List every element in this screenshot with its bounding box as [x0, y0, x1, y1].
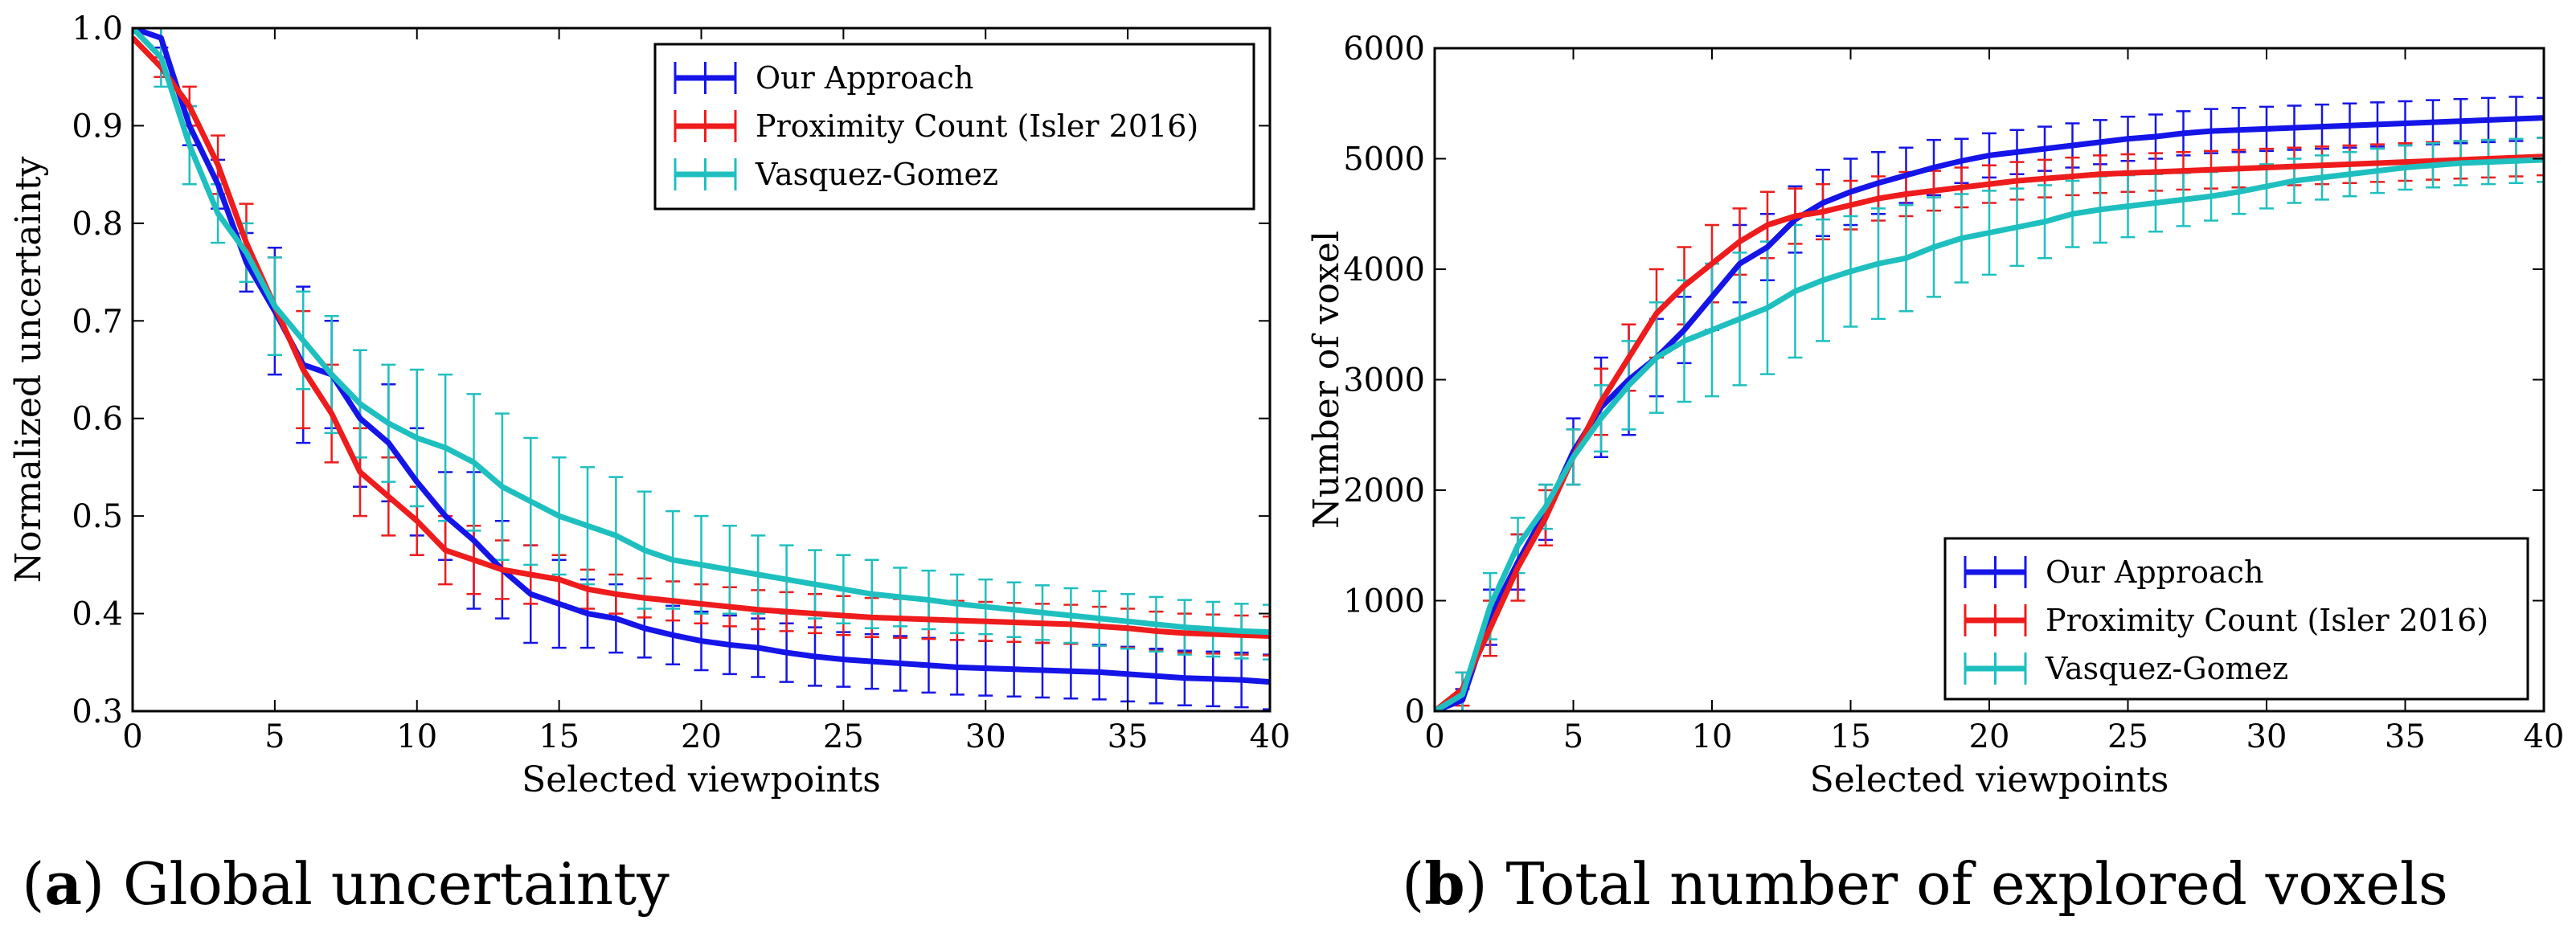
x-tick-label: 10 — [396, 718, 437, 755]
x-tick-label: 30 — [2246, 718, 2287, 755]
y-tick-label: 2000 — [1343, 472, 1425, 509]
y-tick-label: 6000 — [1343, 31, 1425, 68]
y-tick-label: 1.0 — [72, 10, 123, 47]
x-axis-label: Selected viewpoints — [522, 759, 881, 800]
x-tick-label: 30 — [965, 718, 1006, 755]
series-line-vasquez — [1435, 157, 2544, 711]
legend-label: Vasquez-Gomez — [2045, 651, 2288, 686]
y-tick-label: 0.6 — [72, 401, 123, 438]
series-line-vasquez — [133, 28, 1270, 636]
y-axis-label: Number of voxel — [1306, 231, 1347, 529]
legend-label: Vasquez-Gomez — [755, 157, 998, 192]
y-tick-label: 0.8 — [72, 206, 123, 243]
y-tick-label: 1000 — [1343, 583, 1425, 620]
legend-label: Our Approach — [2046, 554, 2263, 590]
series-line-our_approach — [1435, 115, 2544, 711]
y-tick-label: 0.7 — [72, 303, 123, 340]
x-tick-label: 40 — [2524, 718, 2565, 755]
x-tick-label: 40 — [1250, 718, 1291, 755]
x-tick-label: 35 — [2385, 718, 2426, 755]
caption-a-text: Global uncertainty — [104, 850, 670, 918]
chart-a-global-uncertainty: 0 5 10 15 20 25 30 35 40 0.3 0.4 0.5 0.6 0.7 0.8 0.9 1.0… — [8, 10, 1290, 800]
series-line-proximity — [1435, 153, 2544, 711]
x-tick-label: 15 — [539, 718, 579, 755]
plot-area — [133, 28, 1270, 710]
caption-a-letter: a — [44, 849, 82, 918]
series-line-our_approach — [133, 28, 1270, 685]
y-tick-label: 3000 — [1343, 362, 1425, 399]
legend-label: Our Approach — [756, 60, 973, 96]
x-tick-label: 15 — [1830, 718, 1871, 755]
plot-area — [1435, 96, 2544, 711]
caption-b-letter: b — [1424, 849, 1464, 918]
legend: Our Approach Proximity Count (Isler 2016)… — [1943, 537, 2529, 701]
caption-b: (b) Total number of explored voxels — [1402, 849, 2448, 918]
chart-b-explored-voxels: 0 5 10 15 20 25 30 35 40 0 1000 2000 3000 4000 5000 600… — [1306, 31, 2564, 800]
caption-a: (a) Global uncertainty — [22, 849, 670, 918]
legend-label: Proximity Count (Isler 2016) — [756, 108, 1198, 144]
x-tick-label: 20 — [1969, 718, 2010, 755]
x-tick-label: 20 — [681, 718, 722, 755]
legend-label: Proximity Count (Isler 2016) — [2046, 603, 2488, 638]
x-axis-label: Selected viewpoints — [1810, 759, 2169, 800]
y-tick-label: 0 — [1405, 693, 1425, 730]
series-line-proximity — [133, 35, 1270, 639]
x-tick-label: 25 — [823, 718, 864, 755]
y-tick-label: 0.4 — [72, 596, 123, 633]
x-tick-label: 0 — [1424, 718, 1444, 755]
x-tick-label: 0 — [122, 718, 142, 755]
caption-b-text: Total number of explored voxels — [1488, 850, 2448, 918]
legend-box — [1943, 537, 2529, 701]
legend-box — [653, 43, 1255, 211]
y-tick-label: 0.9 — [72, 108, 123, 145]
x-tick-label: 10 — [1692, 718, 1733, 755]
y-tick-label: 4000 — [1343, 252, 1425, 288]
y-tick-label: 0.5 — [72, 498, 123, 535]
y-tick-label: 5000 — [1343, 141, 1425, 178]
y-axis-label: Normalized uncertainty — [8, 156, 49, 583]
x-tick-label: 25 — [2107, 718, 2148, 755]
x-tick-label: 35 — [1108, 718, 1149, 755]
x-tick-label: 5 — [264, 718, 285, 755]
legend: Our Approach Proximity Count (Isler 2016)… — [653, 43, 1255, 211]
y-tick-label: 0.3 — [72, 693, 123, 730]
x-tick-label: 5 — [1563, 718, 1583, 755]
